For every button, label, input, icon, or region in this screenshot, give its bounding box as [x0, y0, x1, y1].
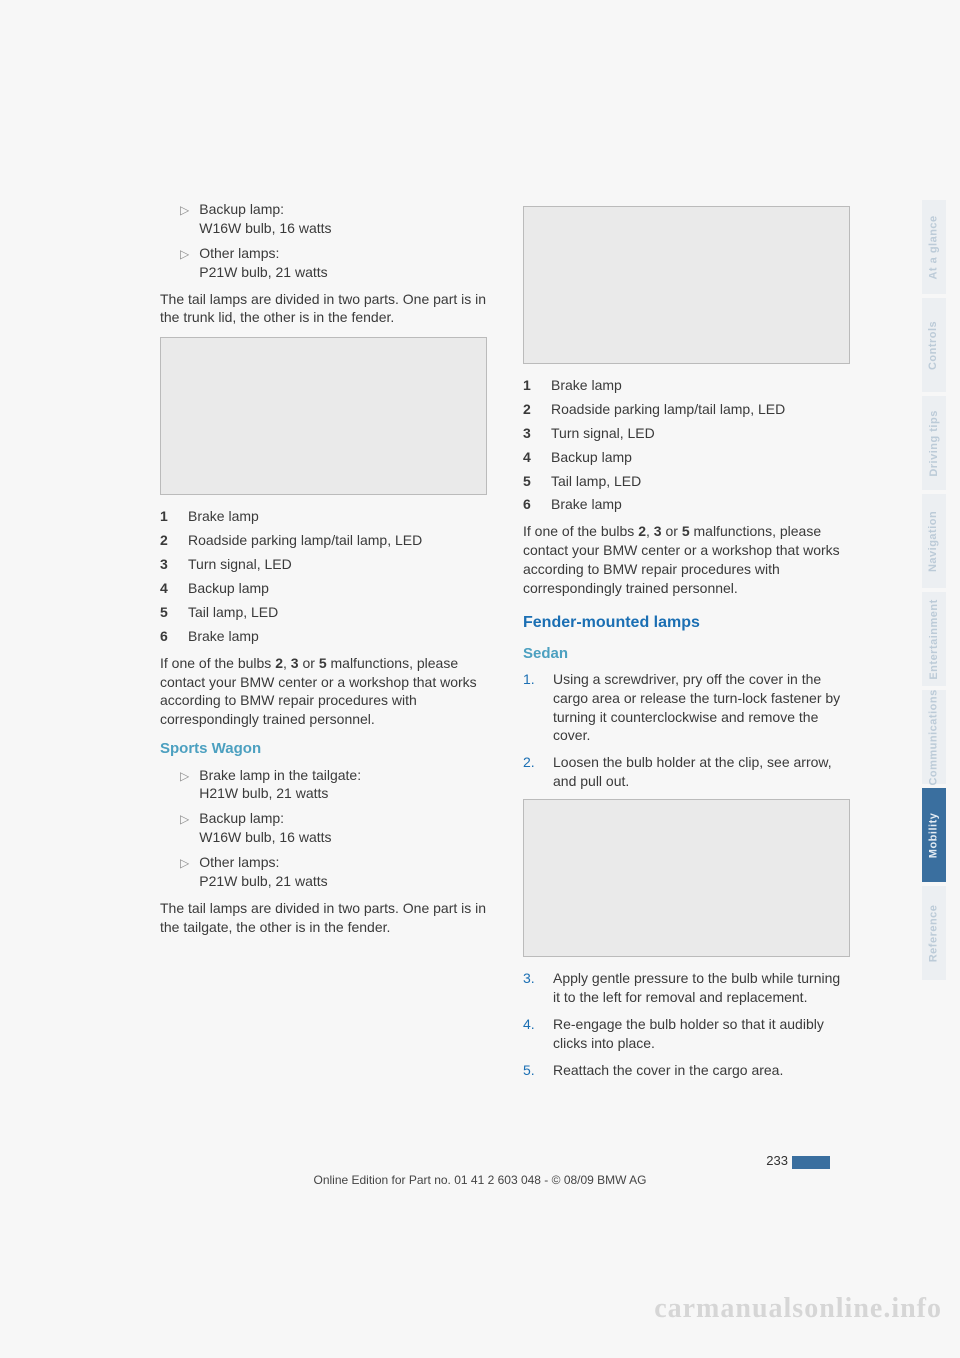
paragraph: If one of the bulbs 2, 3 or 5 malfunctio… [523, 522, 850, 598]
list-item: 2Roadside parking lamp/tail lamp, LED [160, 531, 487, 550]
heading-fender-mounted: Fender-mounted lamps [523, 612, 850, 634]
tab-reference[interactable]: Reference [922, 886, 946, 980]
heading-sedan: Sedan [523, 644, 850, 664]
triangle-icon: ▷ [180, 246, 189, 262]
bullet-title: Backup lamp: [199, 201, 284, 217]
tab-driving-tips[interactable]: Driving tips [922, 396, 946, 490]
bullet-item: ▷ Backup lamp: W16W bulb, 16 watts [160, 200, 487, 238]
triangle-icon: ▷ [180, 811, 189, 827]
tab-entertainment[interactable]: Entertainment [922, 592, 946, 686]
list-item: 1Brake lamp [160, 507, 487, 526]
paragraph: If one of the bulbs 2, 3 or 5 malfunctio… [160, 654, 487, 730]
step-item: 2.Loosen the bulb holder at the clip, se… [523, 753, 850, 791]
tab-mobility[interactable]: Mobility [922, 788, 946, 882]
bullet-sub: P21W bulb, 21 watts [199, 873, 327, 889]
triangle-icon: ▷ [180, 768, 189, 784]
tab-communications[interactable]: Communications [922, 690, 946, 784]
step-item: 1.Using a screwdriver, pry off the cover… [523, 670, 850, 746]
list-item: 2Roadside parking lamp/tail lamp, LED [523, 400, 850, 419]
right-column: 1Brake lamp 2Roadside parking lamp/tail … [523, 200, 850, 1088]
bullet-list-sw: ▷ Brake lamp in the tailgate: H21W bulb,… [160, 766, 487, 891]
bullet-sub: W16W bulb, 16 watts [199, 829, 331, 845]
list-item: 5Tail lamp, LED [523, 472, 850, 491]
paragraph: The tail lamps are divided in two parts.… [160, 899, 487, 937]
bulb-holder-diagram [523, 799, 850, 957]
numbered-list: 1Brake lamp 2Roadside parking lamp/tail … [160, 507, 487, 645]
tail-lamp-diagram-sedan [160, 337, 487, 495]
step-item: 5.Reattach the cover in the cargo area. [523, 1061, 850, 1080]
list-item: 3Turn signal, LED [523, 424, 850, 443]
page-number: 233 [766, 1152, 830, 1170]
paragraph: The tail lamps are divided in two parts.… [160, 290, 487, 328]
footer-text: Online Edition for Part no. 01 41 2 603 … [0, 1172, 960, 1188]
list-item: 4Backup lamp [160, 579, 487, 598]
bullet-title: Other lamps: [199, 854, 279, 870]
heading-sports-wagon: Sports Wagon [160, 739, 487, 759]
step-list-1: 1.Using a screwdriver, pry off the cover… [523, 670, 850, 791]
triangle-icon: ▷ [180, 202, 189, 218]
bullet-item: ▷ Backup lamp: W16W bulb, 16 watts [160, 809, 487, 847]
step-item: 4.Re-engage the bulb holder so that it a… [523, 1015, 850, 1053]
left-column: ▷ Backup lamp: W16W bulb, 16 watts ▷ Oth… [160, 200, 487, 1088]
bullet-item: ▷ Other lamps: P21W bulb, 21 watts [160, 244, 487, 282]
bullet-sub: H21W bulb, 21 watts [199, 785, 328, 801]
list-item: 5Tail lamp, LED [160, 603, 487, 622]
bullet-item: ▷ Other lamps: P21W bulb, 21 watts [160, 853, 487, 891]
watermark: carmanualsonline.info [654, 1290, 942, 1328]
bullet-list-top: ▷ Backup lamp: W16W bulb, 16 watts ▷ Oth… [160, 200, 487, 282]
tail-lamp-diagram-wagon [523, 206, 850, 364]
list-item: 6Brake lamp [160, 627, 487, 646]
bullet-item: ▷ Brake lamp in the tailgate: H21W bulb,… [160, 766, 487, 804]
bullet-sub: W16W bulb, 16 watts [199, 220, 331, 236]
numbered-list: 1Brake lamp 2Roadside parking lamp/tail … [523, 376, 850, 514]
list-item: 4Backup lamp [523, 448, 850, 467]
tab-at-a-glance[interactable]: At a glance [922, 200, 946, 294]
list-item: 3Turn signal, LED [160, 555, 487, 574]
step-list-2: 3.Apply gentle pressure to the bulb whil… [523, 969, 850, 1079]
triangle-icon: ▷ [180, 855, 189, 871]
bullet-title: Other lamps: [199, 245, 279, 261]
bullet-sub: P21W bulb, 21 watts [199, 264, 327, 280]
step-item: 3.Apply gentle pressure to the bulb whil… [523, 969, 850, 1007]
bullet-title: Backup lamp: [199, 810, 284, 826]
list-item: 1Brake lamp [523, 376, 850, 395]
sidebar-tabs: At a glance Controls Driving tips Naviga… [922, 200, 946, 980]
tab-controls[interactable]: Controls [922, 298, 946, 392]
bullet-title: Brake lamp in the tailgate: [199, 767, 361, 783]
list-item: 6Brake lamp [523, 495, 850, 514]
tab-navigation[interactable]: Navigation [922, 494, 946, 588]
